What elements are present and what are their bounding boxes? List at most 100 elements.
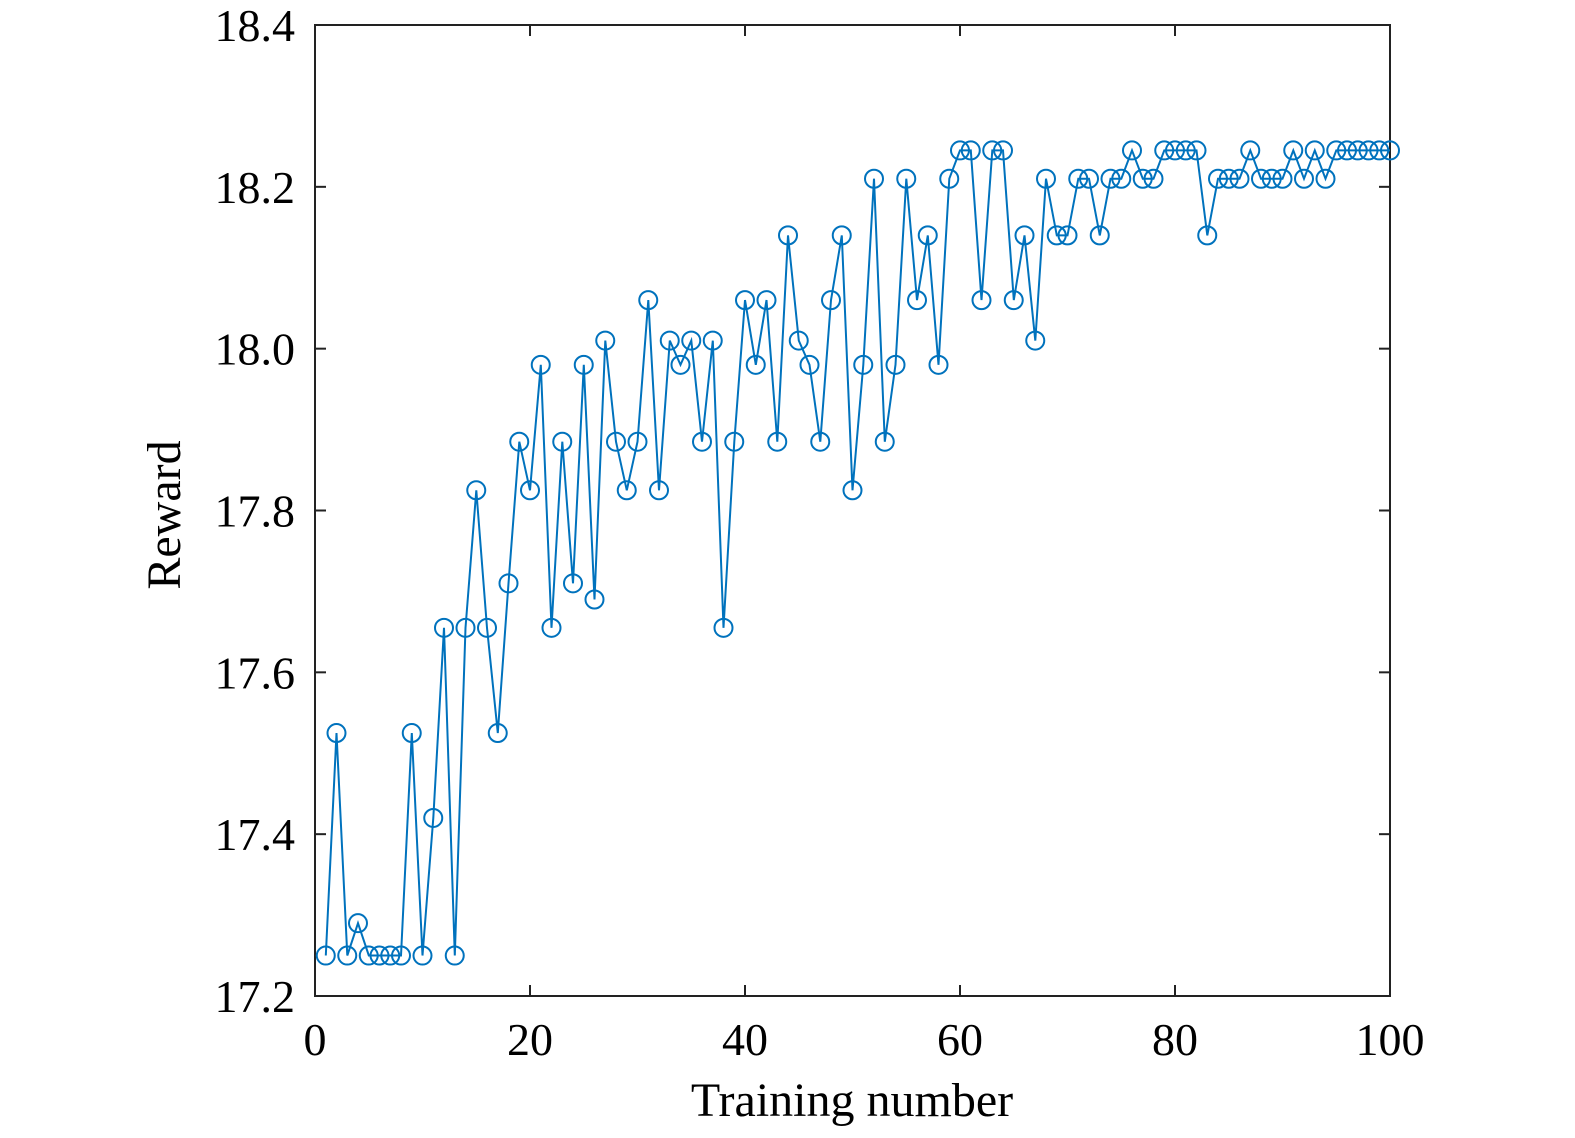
data-point-marker xyxy=(391,945,411,966)
data-point-marker xyxy=(1218,168,1239,189)
data-point-marker xyxy=(1240,140,1261,161)
data-point-marker xyxy=(1122,140,1142,161)
x-tick-label: 40 xyxy=(722,1014,768,1065)
data-point-marker xyxy=(1294,168,1314,189)
data-point-marker xyxy=(434,617,454,638)
data-point-marker xyxy=(788,330,809,351)
data-point-marker xyxy=(520,480,540,501)
data-point-marker xyxy=(939,168,960,189)
y-tick-label: 18.2 xyxy=(215,162,296,213)
x-tick-label: 60 xyxy=(937,1014,983,1065)
data-point-marker xyxy=(315,945,336,966)
data-point-marker xyxy=(885,354,906,375)
data-point-marker xyxy=(1100,168,1121,189)
data-point-marker xyxy=(702,330,723,351)
data-point-marker xyxy=(1014,225,1035,246)
data-point-marker xyxy=(1315,168,1336,189)
data-point-marker xyxy=(1186,140,1207,161)
data-point-marker xyxy=(896,168,917,189)
data-point-marker xyxy=(1283,140,1304,161)
data-point-marker xyxy=(724,431,745,452)
axis-ticks xyxy=(314,24,1391,997)
data-point-marker xyxy=(874,431,895,452)
data-point-marker xyxy=(563,573,583,594)
data-point-marker xyxy=(692,431,712,452)
data-point-marker xyxy=(348,913,368,934)
data-point-marker xyxy=(1208,168,1228,189)
data-point-marker xyxy=(1079,168,1099,189)
data-point-marker xyxy=(670,354,691,375)
data-point-marker xyxy=(1046,225,1067,246)
data-point-marker xyxy=(380,945,401,966)
data-point-marker xyxy=(735,290,755,311)
data-point-marker xyxy=(745,354,766,375)
data-point-marker xyxy=(1175,140,1196,161)
data-point-marker xyxy=(401,723,422,744)
data-point-marker xyxy=(864,168,884,189)
data-point-marker xyxy=(530,354,551,375)
reward-series-line xyxy=(324,147,1390,957)
reward-series-markers xyxy=(315,140,1400,966)
data-point-marker xyxy=(1165,140,1185,161)
data-point-marker xyxy=(1111,168,1132,189)
data-point-marker xyxy=(423,807,444,828)
data-point-marker xyxy=(1304,140,1325,161)
data-point-marker xyxy=(960,140,981,161)
data-point-marker xyxy=(1272,168,1293,189)
y-tick-label: 17.4 xyxy=(215,809,296,860)
y-tick-label: 18.4 xyxy=(215,0,296,51)
data-point-marker xyxy=(369,945,390,966)
data-point-marker xyxy=(681,330,702,351)
x-tick-label: 0 xyxy=(304,1014,327,1065)
data-point-marker xyxy=(928,354,949,375)
data-point-marker xyxy=(541,617,562,638)
data-point-marker xyxy=(466,480,487,501)
data-point-marker xyxy=(498,573,519,594)
data-point-marker xyxy=(487,723,508,744)
data-point-marker xyxy=(993,140,1013,161)
data-point-marker xyxy=(1036,168,1056,189)
data-point-marker xyxy=(1003,290,1024,311)
data-point-marker xyxy=(982,140,1003,161)
data-point-marker xyxy=(821,290,841,311)
data-point-marker xyxy=(1358,140,1379,161)
data-point-marker xyxy=(627,431,648,452)
data-point-marker xyxy=(1132,168,1153,189)
y-axis-label: Reward xyxy=(138,440,191,589)
data-point-marker xyxy=(810,431,831,452)
plot-area-frame xyxy=(314,24,1391,997)
data-point-marker xyxy=(606,431,626,452)
data-point-marker xyxy=(831,225,852,246)
data-point-marker xyxy=(455,617,476,638)
data-point-marker xyxy=(1143,168,1164,189)
data-point-marker xyxy=(907,290,927,311)
x-tick-label: 20 xyxy=(507,1014,553,1065)
x-tick-label: 100 xyxy=(1356,1014,1425,1065)
data-point-marker xyxy=(767,431,788,452)
x-tick-label: 80 xyxy=(1152,1014,1198,1065)
data-point-marker xyxy=(326,723,347,744)
data-point-marker xyxy=(1089,225,1110,246)
data-point-marker xyxy=(1369,140,1390,161)
data-point-marker xyxy=(595,330,616,351)
data-point-marker xyxy=(1347,140,1368,161)
data-point-marker xyxy=(616,480,637,501)
data-point-marker xyxy=(1057,225,1078,246)
data-point-marker xyxy=(853,354,874,375)
axis-tick-labels: 0 20 40 60 80 100 17.2 17.4 17.6 17.8 18.0 18.2 18.4 xyxy=(215,0,1425,1065)
data-point-marker xyxy=(659,330,680,351)
data-point-marker xyxy=(950,140,970,161)
data-point-marker xyxy=(1251,168,1271,189)
data-point-marker xyxy=(917,225,938,246)
data-point-marker xyxy=(444,945,465,966)
data-point-marker xyxy=(1261,168,1282,189)
data-point-marker xyxy=(756,290,777,311)
y-tick-label: 18.0 xyxy=(215,324,296,375)
data-point-marker xyxy=(509,431,530,452)
data-point-marker xyxy=(638,290,659,311)
data-point-marker xyxy=(1380,140,1400,161)
data-point-marker xyxy=(799,354,820,375)
data-point-marker xyxy=(1229,168,1250,189)
y-tick-label: 17.6 xyxy=(215,647,296,698)
data-point-marker xyxy=(1337,140,1357,161)
